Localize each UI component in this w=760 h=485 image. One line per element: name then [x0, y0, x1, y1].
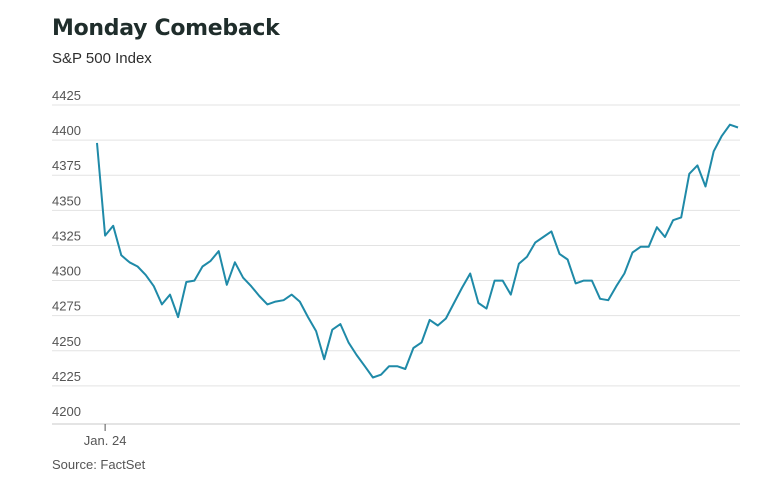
data-point-55	[541, 235, 545, 239]
data-point-57	[558, 252, 562, 256]
data-point-8	[160, 302, 164, 306]
data-point-65	[622, 272, 626, 276]
data-point-9	[168, 293, 172, 297]
data-point-56	[549, 229, 553, 233]
data-point-32	[355, 353, 359, 357]
data-point-22	[274, 300, 278, 304]
data-point-35	[379, 373, 383, 377]
data-point-7	[152, 284, 156, 288]
data-point-18	[241, 276, 245, 280]
data-point-24	[290, 293, 294, 297]
y-tick-label-4300: 4300	[52, 264, 81, 279]
data-point-28	[322, 357, 326, 361]
data-point-51	[509, 293, 513, 297]
chart-subtitle: S&P 500 Index	[52, 50, 152, 67]
data-point-10	[176, 315, 180, 319]
data-point-30	[338, 322, 342, 326]
data-point-64	[614, 284, 618, 288]
data-point-20	[257, 294, 261, 298]
y-tick-label-4225: 4225	[52, 369, 81, 384]
data-point-14	[209, 259, 213, 263]
data-point-12	[192, 279, 196, 283]
data-point-5	[136, 265, 140, 269]
data-point-43	[444, 317, 448, 321]
data-point-16	[225, 283, 229, 287]
data-point-72	[679, 215, 683, 219]
data-point-29	[330, 328, 334, 332]
data-point-33	[363, 364, 367, 368]
data-point-17	[233, 260, 237, 264]
data-point-2	[111, 224, 115, 228]
data-point-26	[306, 315, 310, 319]
data-point-69	[655, 225, 659, 229]
y-tick-label-4375: 4375	[52, 158, 81, 173]
data-point-79	[736, 126, 740, 130]
data-point-4	[128, 260, 132, 264]
data-point-60	[582, 279, 586, 283]
y-tick-label-4200: 4200	[52, 404, 81, 419]
data-point-41	[428, 318, 432, 322]
y-tick-label-4275: 4275	[52, 299, 81, 314]
source-note: Source: FactSet	[52, 457, 146, 472]
data-point-27	[314, 329, 318, 333]
data-point-1	[103, 234, 107, 238]
data-point-19	[249, 284, 253, 288]
data-point-45	[460, 286, 464, 290]
y-tick-label-4350: 4350	[52, 193, 81, 208]
data-point-61	[590, 279, 594, 283]
series-line-sp500	[96, 123, 739, 379]
y-tick-label-4400: 4400	[52, 123, 81, 138]
data-point-23	[282, 298, 286, 302]
data-point-44	[452, 301, 456, 305]
data-point-15	[217, 249, 221, 253]
y-tick-label-4250: 4250	[52, 334, 81, 349]
data-point-58	[566, 258, 570, 262]
data-point-0	[95, 141, 99, 145]
data-point-73	[687, 172, 691, 176]
data-point-74	[695, 163, 699, 167]
data-point-21	[265, 302, 269, 306]
data-point-59	[574, 281, 578, 285]
chart-title: Monday Comeback	[52, 16, 280, 41]
data-point-71	[671, 218, 675, 222]
data-point-54	[533, 241, 537, 245]
data-point-46	[468, 272, 472, 276]
data-point-76	[712, 149, 716, 153]
data-point-3	[119, 253, 123, 257]
data-point-78	[728, 123, 732, 127]
data-point-52	[517, 262, 521, 266]
data-point-40	[420, 340, 424, 344]
y-tick-label-4325: 4325	[52, 228, 81, 243]
data-point-11	[184, 280, 188, 284]
x-tick-label: Jan. 24	[84, 433, 127, 448]
data-point-38	[403, 367, 407, 371]
data-point-6	[144, 273, 148, 277]
data-point-49	[493, 279, 497, 283]
data-point-62	[598, 297, 602, 301]
data-point-75	[704, 185, 708, 189]
data-point-68	[647, 245, 651, 249]
data-point-67	[639, 245, 643, 249]
data-point-37	[395, 364, 399, 368]
data-point-39	[411, 346, 415, 350]
data-point-25	[298, 300, 302, 304]
data-point-47	[476, 301, 480, 305]
data-point-31	[347, 340, 351, 344]
data-point-36	[387, 364, 391, 368]
data-point-77	[720, 134, 724, 138]
data-point-53	[525, 255, 529, 259]
y-tick-label-4425: 4425	[52, 88, 81, 103]
data-point-66	[631, 251, 635, 255]
data-point-70	[663, 235, 667, 239]
data-point-34	[371, 376, 375, 380]
data-point-50	[501, 279, 505, 283]
data-point-48	[485, 307, 489, 311]
data-point-42	[436, 324, 440, 328]
data-point-13	[201, 265, 205, 269]
data-point-63	[606, 298, 610, 302]
